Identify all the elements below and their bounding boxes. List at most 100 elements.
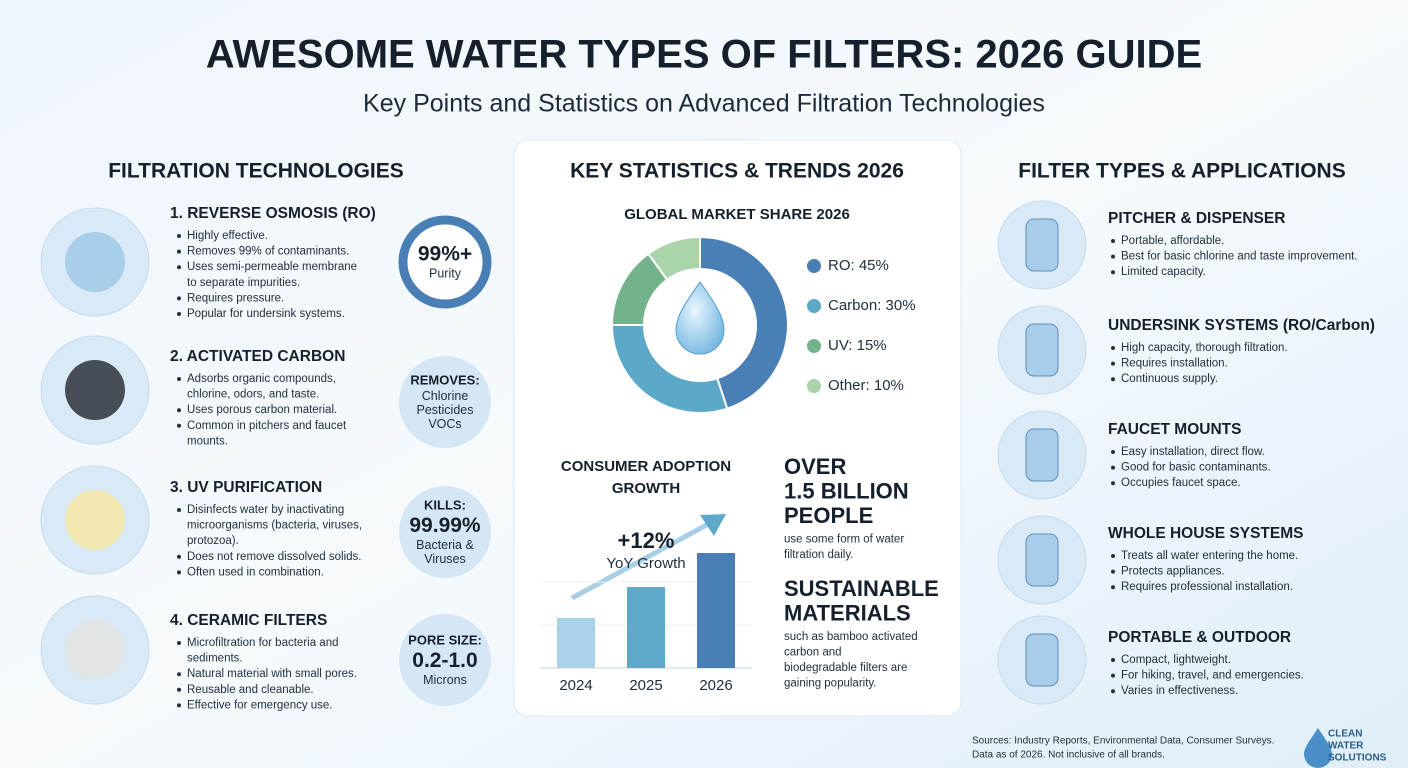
app-icon-inner [1025, 323, 1059, 377]
badge-text: 99%+ [418, 243, 472, 266]
legend-label: Carbon: 30% [828, 297, 916, 314]
logo-text: CLEAN [1328, 729, 1362, 740]
bullet-text: Common in pitchers and faucet [187, 420, 347, 432]
bullet-dot [1111, 450, 1115, 454]
bullet-dot [177, 265, 181, 270]
badge-text: Purity [429, 266, 462, 280]
bullet-dot [177, 641, 181, 645]
bullet-text: Often used in combination. [187, 566, 324, 578]
drop-icon [675, 281, 725, 355]
fact-text: use some form of water [784, 534, 904, 546]
fact-text: carbon and [784, 647, 842, 659]
bullet-dot [1111, 481, 1115, 486]
tech-icon-inner [65, 490, 125, 550]
pie-slice [610, 324, 729, 414]
bullet-text: Microfiltration for bacteria and [187, 637, 338, 649]
bullet-dot [177, 234, 181, 238]
legend-swatch [807, 379, 821, 393]
fact-headline: 1.5 BILLION [784, 478, 909, 503]
fact-headline: OVER [784, 454, 846, 479]
bullet-dot [177, 703, 181, 708]
item-title: PORTABLE & OUTDOOR [1108, 629, 1291, 646]
item-title: 4. CERAMIC FILTERS [170, 612, 327, 629]
bullet-text: Protects appliances. [1121, 566, 1225, 578]
badge-text: Bacteria & [416, 538, 474, 552]
bullet-text: Does not remove dissolved solids. [187, 551, 362, 563]
bullet-text: Removes 99% of contaminants. [187, 246, 349, 258]
sources: Sources: Industry Reports, Environmental… [972, 736, 1274, 747]
bullet-text: Effective for emergency use. [187, 699, 333, 711]
annotation-sub: YoY Growth [606, 555, 685, 572]
bar [697, 553, 735, 668]
annotation: +12% [618, 528, 675, 553]
badge [399, 356, 491, 448]
chart-title: CONSUMER ADOPTION [561, 458, 731, 475]
badge [399, 614, 491, 706]
badge-text: Chlorine [422, 389, 469, 403]
legend-swatch [807, 339, 821, 353]
bullet-text: protozoa). [187, 535, 239, 547]
bullet-dot [1111, 377, 1115, 382]
bullet-text: Easy installation, direct flow. [1121, 446, 1265, 458]
logo-text: WATER [1328, 741, 1364, 752]
item-title: 3. UV PURIFICATION [170, 479, 322, 496]
bar [557, 618, 595, 668]
bullet-dot [1111, 465, 1115, 470]
pie-slice [646, 235, 701, 282]
bullet-dot [1111, 361, 1115, 366]
legend-swatch [807, 259, 821, 273]
growth-arrow [570, 519, 714, 601]
fact-text: gaining popularity. [784, 678, 877, 690]
bullet-text: Adsorbs organic compounds, [187, 373, 336, 385]
bullet-text: Good for basic contaminants. [1121, 462, 1271, 474]
x-tick-label: 2025 [629, 677, 662, 694]
bullet-text: Varies in effectiveness. [1121, 685, 1238, 697]
logo-icon [1304, 728, 1332, 768]
app-icon-inner [1025, 218, 1059, 272]
bullet-text: sediments. [187, 653, 243, 665]
bullet-text: Uses semi-permeable membrane [187, 261, 357, 273]
legend-label: RO: 45% [828, 257, 889, 274]
bullet-dot [1111, 254, 1115, 259]
tech-icon-inner [65, 232, 125, 292]
badge-text: KILLS: [424, 497, 466, 512]
badge-text: Microns [423, 673, 467, 687]
item-title: 1. REVERSE OSMOSIS (RO) [170, 205, 376, 222]
logo-text: SOLUTIONS [1328, 753, 1387, 764]
bar [627, 587, 665, 668]
bullet-dot [177, 570, 181, 575]
bullet-dot [177, 408, 181, 413]
tech-icon-inner [65, 360, 125, 420]
bullet-text: Reusable and cleanable. [187, 684, 314, 696]
badge-text: Viruses [424, 552, 465, 566]
bullet-dot [1111, 554, 1115, 558]
fact-text: such as bamboo activated [784, 631, 918, 643]
fact-headline: PEOPLE [784, 503, 873, 528]
bullet-dot [177, 312, 181, 316]
badge-text: REMOVES: [410, 372, 479, 387]
pie-slice [699, 235, 789, 410]
fact-text: biodegradable filters are [784, 662, 907, 674]
badge-text: PORE SIZE: [408, 632, 482, 647]
bullet-text: Popular for undersink systems. [187, 308, 345, 320]
bullet-dot [177, 423, 181, 428]
bullet-text: Continuous supply. [1121, 373, 1218, 385]
badge-text: 0.2-1.0 [412, 649, 477, 672]
tech-icon-inner [65, 620, 125, 680]
app-icon-inner [1025, 428, 1059, 482]
bullet-text: Uses porous carbon material. [187, 404, 337, 416]
app-icon-inner [1025, 633, 1059, 687]
bullet-text: Requires professional installation. [1121, 581, 1293, 593]
bullet-text: Natural material with small pores. [187, 668, 357, 680]
badge-text: VOCs [428, 417, 461, 431]
bullet-text: Disinfects water by inactivating [187, 504, 344, 516]
bullet-text: microorganisms (bacteria, viruses, [187, 520, 362, 532]
fact-headline: MATERIALS [784, 600, 911, 625]
section-heading: FILTER TYPES & APPLICATIONS [1018, 160, 1345, 183]
bullet-text: Portable, affordable. [1121, 235, 1224, 247]
bullet-text: Best for basic chlorine and taste improv… [1121, 251, 1358, 263]
bullet-dot [177, 687, 181, 692]
item-title: UNDERSINK SYSTEMS (RO/Carbon) [1108, 317, 1375, 334]
bullet-text: Requires installation. [1121, 358, 1228, 370]
title: AWESOME WATER TYPES OF FILTERS: 2026 GUI… [206, 33, 1202, 77]
